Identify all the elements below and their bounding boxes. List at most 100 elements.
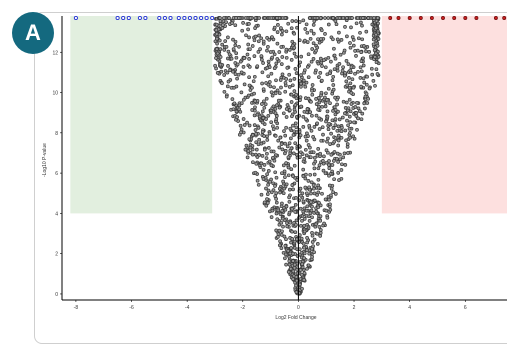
- data-point: [293, 103, 298, 107]
- data-point: [349, 91, 354, 95]
- data-point: [307, 251, 312, 256]
- data-point: [259, 192, 264, 197]
- data-point: [276, 23, 280, 27]
- data-point: [250, 133, 255, 137]
- data-point: [309, 99, 313, 104]
- data-point: [260, 130, 265, 134]
- data-point: [259, 54, 264, 58]
- data-point: [345, 142, 350, 146]
- data-point: [309, 208, 314, 213]
- data-point: [350, 35, 355, 39]
- data-point: [248, 145, 253, 150]
- data-point: [344, 16, 349, 20]
- data-point: [316, 185, 321, 190]
- data-point: [317, 40, 322, 45]
- panel-label-badge: A: [12, 12, 54, 54]
- data-point: [306, 52, 311, 57]
- data-point: [246, 27, 250, 32]
- data-point: [226, 79, 231, 84]
- data-point: [345, 118, 349, 123]
- data-point: [350, 16, 354, 20]
- data-point: [275, 57, 280, 61]
- downregulated-point: [187, 15, 192, 21]
- data-point: [316, 61, 321, 66]
- data-point: [339, 168, 344, 172]
- data-point: [242, 56, 247, 61]
- data-point: [229, 56, 234, 61]
- data-point: [349, 102, 354, 106]
- data-point: [344, 79, 349, 84]
- data-point: [299, 73, 303, 77]
- data-point: [298, 268, 303, 272]
- upregulated-point: [493, 16, 498, 20]
- data-point: [222, 73, 227, 77]
- data-point: [272, 85, 276, 90]
- data-point: [329, 59, 333, 64]
- data-point: [313, 159, 318, 164]
- data-point: [283, 80, 288, 85]
- data-point: [262, 16, 267, 20]
- data-point: [304, 138, 309, 143]
- data-point: [309, 128, 314, 133]
- data-point: [374, 32, 378, 37]
- data-point: [332, 177, 336, 182]
- data-point: [250, 85, 254, 90]
- x-tick-label: 4: [408, 305, 411, 311]
- data-point: [337, 62, 342, 66]
- data-point: [284, 182, 289, 187]
- data-point: [348, 81, 353, 86]
- data-point: [293, 67, 298, 71]
- data-point: [306, 75, 311, 80]
- data-point: [326, 127, 331, 132]
- data-point: [327, 121, 332, 126]
- data-point: [293, 210, 298, 214]
- data-point: [299, 104, 304, 109]
- data-point: [326, 163, 331, 167]
- data-point: [245, 120, 249, 125]
- data-point: [289, 58, 294, 62]
- data-point: [316, 96, 321, 100]
- data-point: [298, 95, 303, 100]
- data-point: [314, 102, 319, 106]
- data-point: [241, 65, 246, 69]
- data-point: [290, 19, 295, 23]
- axes: -8 -6 -4 -2 0 2 4 6 0 2 4 6 8 10 12: [52, 16, 507, 311]
- data-point: [323, 171, 328, 176]
- data-point: [333, 123, 338, 127]
- data-point: [288, 126, 293, 131]
- data-point: [214, 28, 219, 33]
- data-point: [291, 133, 296, 137]
- data-point: [262, 163, 267, 167]
- data-point: [346, 151, 350, 155]
- data-point: [273, 170, 278, 175]
- data-point: [366, 96, 371, 101]
- data-point: [326, 136, 330, 141]
- data-point: [335, 156, 339, 161]
- data-point: [242, 123, 247, 127]
- data-point: [292, 31, 297, 36]
- data-point: [351, 85, 356, 90]
- data-point: [226, 35, 230, 40]
- data-point: [336, 124, 341, 129]
- data-point: [284, 55, 289, 60]
- data-point: [271, 127, 276, 132]
- data-point: [257, 33, 261, 38]
- significant-points: [73, 15, 507, 21]
- data-point: [288, 251, 293, 256]
- data-point: [310, 47, 315, 51]
- data-point: [322, 154, 326, 159]
- data-point: [284, 237, 288, 242]
- data-point: [265, 201, 270, 205]
- data-point: [356, 69, 360, 74]
- data-point: [277, 145, 282, 150]
- data-point: [318, 214, 323, 219]
- data-point: [270, 55, 275, 60]
- upregulated-point: [396, 16, 401, 20]
- data-point: [286, 155, 291, 160]
- data-point: [304, 22, 309, 27]
- data-point: [372, 16, 376, 20]
- data-point: [369, 66, 374, 71]
- data-point: [370, 72, 375, 77]
- data-point: [238, 59, 243, 64]
- data-point: [221, 23, 225, 27]
